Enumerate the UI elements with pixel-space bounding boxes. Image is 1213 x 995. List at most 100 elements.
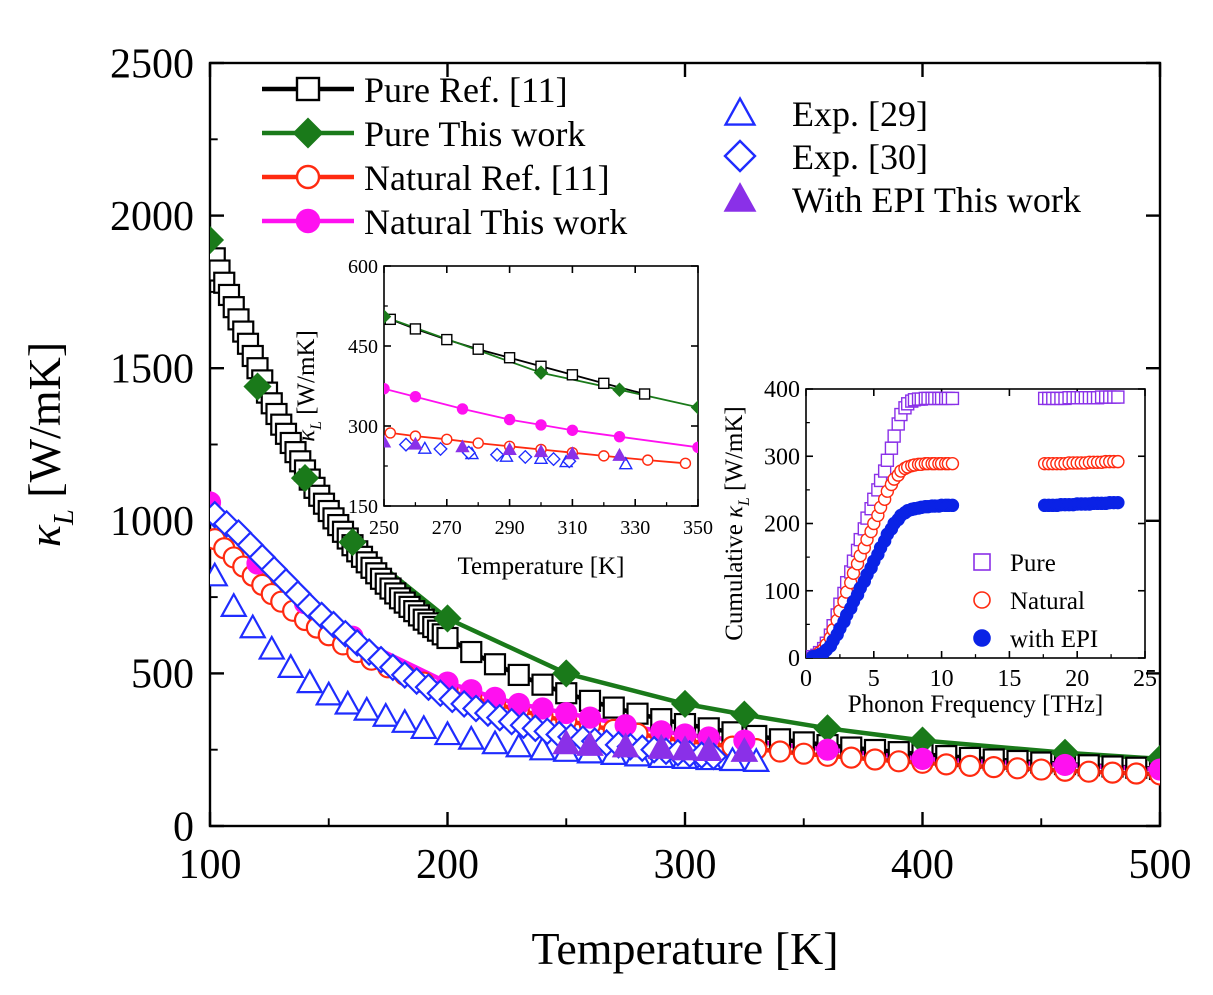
data-point [1101,761,1124,784]
y-tick-label: 150 [348,496,378,518]
label-prefix: Cumulative [721,518,748,641]
data-point [792,742,815,765]
data-point [489,447,505,463]
data-point [409,714,438,740]
x-tick-label: 270 [432,517,462,539]
kappa-subscript: L [736,497,753,507]
legend-label: Exp. [29] [792,94,928,134]
series-pure-this-work [384,309,698,415]
data-point [768,740,792,763]
data-point [503,352,516,364]
legend-marker [295,76,321,102]
x-tick-label: 300 [654,842,717,888]
data-point [1111,495,1125,510]
data-point [611,732,640,758]
y-tick-label: 600 [348,256,378,278]
data-point [552,659,581,688]
plot-frame [383,265,699,507]
data-point [238,613,267,639]
data-point [566,424,579,436]
legend-label: Natural Ref. [11] [364,158,610,198]
x-tick-label: 0 [800,666,812,692]
legend-marker [973,591,991,609]
data-point [884,441,899,455]
data-point [642,454,654,466]
data-point [612,382,627,397]
y-tick-label: 300 [764,444,800,470]
x-axis-label: Temperature [K] [531,923,838,974]
data-point [880,453,895,467]
x-tick-label: 10 [930,666,954,692]
data-point [531,697,554,720]
data-point [210,561,229,587]
data-point [390,707,419,733]
data-point [460,640,483,664]
data-point [384,434,392,448]
data-point [671,735,699,761]
x-tick-label: 330 [620,517,650,539]
legend-inset-cumulative: Pure Natural with EPI [973,550,1098,653]
legend-marker [295,208,321,234]
data-point [618,456,633,470]
data-point [433,604,462,633]
y-tick-label: 0 [788,646,800,672]
data-point [481,729,509,755]
data-point [945,498,960,513]
data-point [546,451,561,467]
x-tick-label: 250 [369,517,399,539]
y-tick-label: 300 [348,416,378,438]
data-point [295,668,324,694]
x-tick-label: 500 [1129,842,1192,888]
legend-marker [973,629,991,647]
legend-marker [295,164,321,190]
data-point [690,400,698,415]
series-pure-ref-11 [384,313,651,400]
series-with-epi-this-work [384,434,627,461]
chart-main: 100 200 300 400 50005001000150020002500Tempe… [19,41,1192,974]
data-point [433,720,462,746]
data-point [1148,758,1160,781]
data-point [945,456,960,471]
data-point [507,692,530,716]
data-point [352,695,381,721]
data-point [945,391,960,406]
legend-marker [973,553,991,571]
data-point [638,388,651,400]
data-point [679,457,692,470]
data-point [566,369,579,381]
kappa-symbol: κ [293,429,320,442]
plot-area [806,390,1125,658]
legend-label: Pure [1010,550,1056,577]
data-point [694,736,723,762]
legend-marker [292,117,324,149]
data-point [1006,757,1029,780]
series-line-pure-this-work [384,315,698,409]
data-point [533,451,549,465]
data-point [417,440,433,454]
data-point [457,724,486,750]
plot-area [210,225,1160,786]
y-tick-label: 0 [173,804,194,850]
data-point [533,444,549,458]
data-point [692,441,698,454]
y-tick-label: 500 [131,652,194,698]
data-point [257,634,286,660]
series-exp-30 [398,437,577,469]
data-point [887,750,910,773]
data-point [1077,760,1100,783]
data-point [456,403,469,415]
plot-frame [805,388,1146,659]
x-tick-label: 310 [557,517,587,539]
data-point [613,430,626,443]
data-point [816,738,839,761]
data-point [409,323,422,335]
x-tick-label: 400 [891,842,954,888]
data-point [1053,753,1077,777]
data-point [1125,762,1148,785]
data-point [565,446,580,460]
label-suffix: [W/mK] [293,330,320,421]
y-axis-label: Cumulative κL [W/mK] [721,406,753,640]
data-point [499,448,514,462]
data-point [398,437,414,452]
